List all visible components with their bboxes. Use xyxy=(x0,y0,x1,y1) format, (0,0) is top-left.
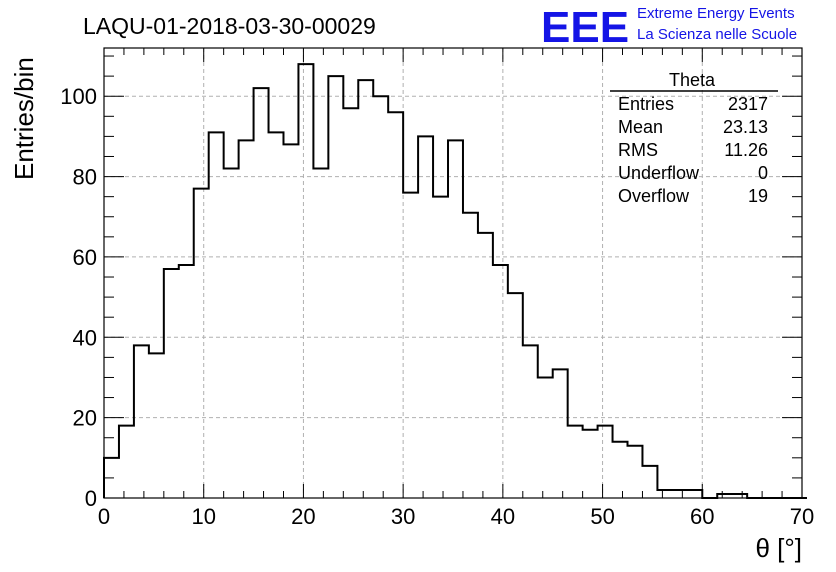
stats-row-value: 23.13 xyxy=(723,117,768,137)
chart-title: LAQU-01-2018-03-30-00029 xyxy=(83,13,376,39)
stats-row-value: 11.26 xyxy=(724,140,768,160)
x-tick-label: 20 xyxy=(291,504,315,529)
stats-row-value: 19 xyxy=(748,186,768,206)
stats-row-label: RMS xyxy=(618,140,658,160)
stats-row-value: 2317 xyxy=(728,94,768,114)
stats-box: Theta Entries 2317 Mean 23.13 RMS 11.26 Underf… xyxy=(610,70,778,206)
logo-mark: EEE xyxy=(541,3,629,52)
x-tick-label: 10 xyxy=(191,504,215,529)
y-tick-label: 40 xyxy=(73,325,97,350)
stats-row-label: Mean xyxy=(618,117,663,137)
x-tick-label: 60 xyxy=(690,504,714,529)
stats-row-label: Underflow xyxy=(618,163,700,183)
histogram-series-line xyxy=(103,63,807,499)
stats-row-value: 0 xyxy=(758,163,768,183)
stats-box-title: Theta xyxy=(669,70,716,90)
y-tick-label: 80 xyxy=(73,165,97,190)
y-tick-label: 0 xyxy=(85,486,97,511)
eee-logo: EEE Extreme Energy Events La Scienza nel… xyxy=(541,3,797,52)
logo-line-2: La Scienza nelle Scuole xyxy=(637,26,797,43)
y-tick-label: 20 xyxy=(73,406,97,431)
y-tick-label: 60 xyxy=(73,245,97,270)
stats-row-label: Entries xyxy=(618,94,674,114)
x-tick-label: 40 xyxy=(491,504,515,529)
tick-labels: 0 10 20 30 40 50 60 70 0 20 40 60 80 100 xyxy=(60,84,814,529)
plot-frame xyxy=(103,47,803,499)
y-tick-label: 100 xyxy=(60,84,97,109)
x-tick-label: 30 xyxy=(391,504,415,529)
axis-ticks xyxy=(103,48,803,499)
x-tick-label: 70 xyxy=(790,504,814,529)
stats-row-label: Overflow xyxy=(618,186,690,206)
stats-box-rows: Entries 2317 Mean 23.13 RMS 11.26 Underflow 0 Ov… xyxy=(618,94,768,206)
x-tick-label: 50 xyxy=(590,504,614,529)
x-tick-label: 0 xyxy=(98,504,110,529)
grid-lines xyxy=(104,48,802,498)
x-axis-title: θ [°] xyxy=(755,533,802,563)
logo-line-1: Extreme Energy Events xyxy=(637,5,795,22)
y-axis-title: Entries/bin xyxy=(9,57,39,180)
